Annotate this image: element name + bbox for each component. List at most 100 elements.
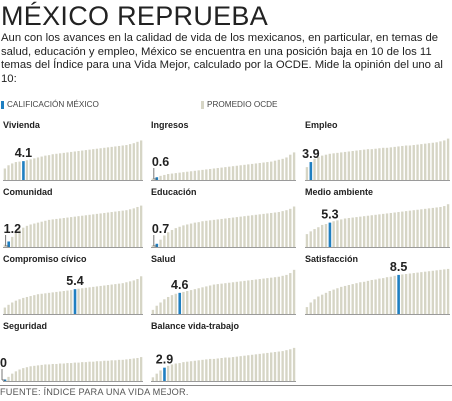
bar-ocde-vivienda	[73, 151, 76, 180]
bar-ocde-ingresos	[258, 162, 261, 180]
bar-ocde-vivienda	[106, 147, 110, 180]
bar-ocde-educacion	[178, 226, 181, 247]
bar-ocde-educacion	[166, 232, 170, 247]
bar-ocde-satisfaccion	[393, 275, 396, 314]
bar-ocde-comunidad	[106, 212, 110, 247]
bar-ocde-empleo	[420, 144, 423, 180]
bar-ocde-empleo	[324, 154, 328, 180]
bar-ocde-comunidad	[25, 225, 29, 247]
chart-title-compromiso-civico: Compromiso cívico	[3, 254, 87, 264]
bar-ocde-medio-ambiente	[313, 229, 316, 247]
bar-ocde-ingresos	[182, 172, 185, 180]
bar-ocde-educacion	[231, 217, 235, 247]
bar-ocde-educacion	[163, 235, 166, 247]
bar-ocde-vivienda	[7, 165, 10, 180]
bar-ocde-balance-vida-trabajo	[254, 354, 258, 381]
bar-ocde-balance-vida-trabajo	[197, 360, 200, 381]
bar-ocde-comunidad	[121, 210, 124, 247]
bar-ocde-educacion	[216, 219, 219, 247]
bar-ocde-empleo	[431, 142, 435, 180]
bar-ocde-educacion	[258, 214, 261, 247]
bar-ocde-empleo	[347, 151, 351, 180]
bar-ocde-ingresos	[277, 159, 281, 180]
bar-ocde-empleo	[389, 147, 393, 180]
bar-ocde-satisfaccion	[378, 278, 381, 314]
bar-ocde-salud	[292, 269, 296, 314]
bar-ocde-compromiso-civico	[51, 292, 54, 314]
bar-ocde-balance-vida-trabajo	[205, 359, 208, 381]
bar-ocde-comunidad	[81, 215, 84, 247]
bar-ocde-comunidad	[77, 216, 80, 247]
bar-ocde-vivienda	[132, 143, 135, 180]
bar-ocde-medio-ambiente	[385, 213, 389, 247]
bar-ocde-empleo	[320, 155, 324, 180]
bar-ocde-satisfaccion	[324, 292, 328, 314]
legend-ocde: PROMEDIO OCDE	[201, 100, 278, 109]
bar-ocde-balance-vida-trabajo	[277, 351, 281, 381]
bar-ocde-vivienda	[114, 146, 117, 180]
bar-ocde-medio-ambiente	[416, 209, 419, 247]
bar-ocde-ingresos	[235, 165, 239, 180]
bar-ocde-seguridad	[106, 360, 110, 381]
bar-ocde-seguridad	[73, 362, 76, 381]
bar-ocde-medio-ambiente	[359, 216, 362, 247]
bar-ocde-empleo	[328, 153, 331, 180]
bar-ocde-medio-ambiente	[393, 212, 396, 247]
bar-ocde-satisfaccion	[427, 271, 431, 314]
bar-ocde-compromiso-civico	[62, 291, 65, 314]
bar-ocde-vivienda	[140, 140, 143, 180]
bar-ocde-compromiso-civico	[7, 304, 10, 314]
bar-ocde-satisfaccion	[340, 286, 343, 314]
bar-ocde-ingresos	[262, 162, 265, 180]
bar-ocde-satisfaccion	[362, 281, 366, 314]
bar-ocde-empleo	[424, 143, 427, 180]
bar-ocde-salud	[174, 293, 177, 314]
bar-ocde-compromiso-civico	[99, 285, 102, 314]
mexico-value-comunidad: 1.2	[4, 222, 21, 236]
bar-ocde-seguridad	[77, 362, 80, 381]
bar-ocde-compromiso-civico	[125, 282, 128, 314]
bar-ocde-seguridad	[22, 368, 25, 381]
bar-ocde-compromiso-civico	[58, 291, 62, 314]
bar-ocde-balance-vida-trabajo	[166, 365, 170, 381]
bar-ocde-vivienda	[14, 162, 18, 180]
bar-ocde-comunidad	[99, 213, 102, 247]
source-divider	[0, 385, 452, 386]
bar-ocde-compromiso-civico	[117, 283, 121, 314]
mexico-value-vivienda: 4.1	[15, 146, 32, 160]
bar-ocde-empleo	[382, 147, 385, 180]
bar-ocde-balance-vida-trabajo	[208, 358, 212, 381]
bar-ocde-comunidad	[40, 221, 43, 247]
bar-ocde-satisfaccion	[305, 307, 309, 314]
bar-ocde-empleo	[412, 145, 415, 180]
bar-ocde-salud	[243, 280, 246, 314]
bar-ocde-vivienda	[47, 155, 51, 180]
bar-ocde-ingresos	[289, 154, 292, 180]
bar-ocde-empleo	[408, 145, 412, 180]
legend-mexico-swatch	[1, 100, 4, 109]
bar-ocde-satisfaccion	[374, 279, 377, 314]
bar-ocde-satisfaccion	[435, 270, 438, 314]
bar-ocde-vivienda	[25, 160, 29, 180]
bar-ocde-satisfaccion	[404, 273, 408, 314]
bar-ocde-ingresos	[174, 173, 177, 180]
bar-ocde-satisfaccion	[359, 282, 362, 314]
bar-ocde-salud	[201, 287, 204, 314]
bar-ocde-salud	[247, 280, 250, 314]
bar-ocde-seguridad	[84, 362, 88, 381]
bar-ocde-comunidad	[29, 224, 32, 247]
bar-ocde-medio-ambiente	[324, 224, 328, 247]
bar-ocde-satisfaccion	[351, 284, 354, 314]
bar-ocde-vivienda	[128, 144, 132, 180]
bar-ocde-empleo	[401, 145, 404, 180]
bar-ocde-satisfaccion	[332, 289, 335, 314]
bar-ocde-comunidad	[11, 236, 14, 247]
bar-ocde-satisfaccion	[343, 285, 347, 314]
bar-ocde-ingresos	[247, 164, 250, 180]
bar-ocde-educacion	[270, 212, 273, 247]
mexico-value-salud: 4.6	[171, 278, 188, 292]
bar-ocde-compromiso-civico	[95, 286, 99, 314]
bar-ocde-balance-vida-trabajo	[212, 358, 216, 381]
bar-ocde-seguridad	[51, 363, 54, 381]
bar-ocde-seguridad	[117, 359, 121, 381]
